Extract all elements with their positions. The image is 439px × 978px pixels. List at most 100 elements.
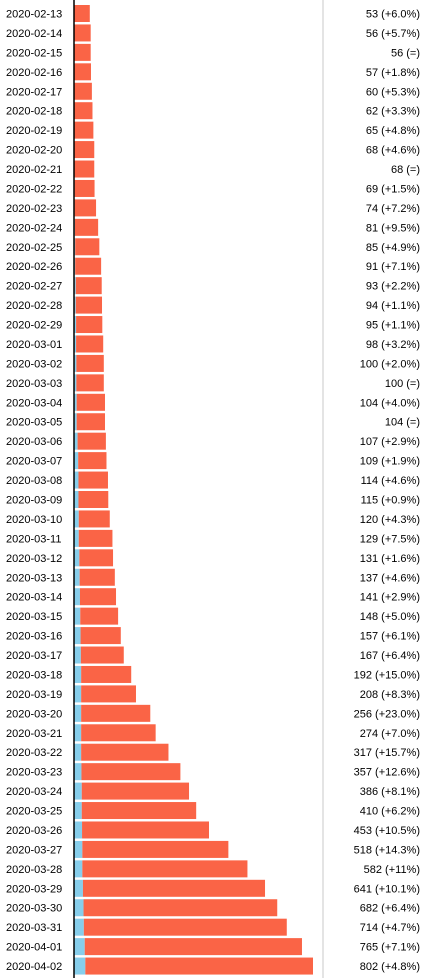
value-label: 53 (+6.0%): [366, 9, 420, 21]
y-tick-label: 2020-03-11: [6, 533, 61, 545]
bar-segment-a: [74, 277, 76, 295]
bar-segment-a: [74, 588, 80, 606]
bar-segment-a: [74, 335, 77, 353]
y-tick-label: 2020-02-14: [6, 28, 62, 40]
bar-segment-a: [74, 879, 83, 897]
bar-segment-a: [74, 704, 82, 722]
y-tick-label: 2020-03-02: [6, 358, 62, 370]
bar-segment-a: [74, 471, 79, 489]
bar-segment-b: [74, 141, 95, 159]
y-tick-label: 2020-02-17: [6, 86, 62, 98]
value-label: 256 (+23.0%): [354, 708, 420, 720]
bar-segment-b: [82, 860, 248, 878]
bar-segment-a: [74, 763, 82, 781]
value-label: 802 (+4.8%): [360, 961, 420, 973]
bar-segment-b: [78, 510, 110, 528]
y-tick-label: 2020-03-15: [6, 611, 62, 623]
bar-segment-a: [74, 938, 85, 956]
value-label: 157 (+6.1%): [360, 631, 420, 643]
y-tick-label: 2020-02-19: [6, 125, 62, 137]
value-label: 68 (=): [391, 164, 420, 176]
y-tick-label: 2020-03-07: [6, 456, 62, 468]
y-tick-label: 2020-03-04: [6, 397, 62, 409]
bar-segment-b: [74, 102, 93, 120]
bar-segment-a: [74, 607, 81, 625]
bar-segment-b: [78, 529, 113, 547]
bar-segment-a: [74, 529, 79, 547]
bar-segment-a: [74, 724, 82, 742]
value-label: 141 (+2.9%): [360, 592, 420, 604]
value-label: 518 (+14.3%): [354, 844, 420, 856]
bar-segment-a: [74, 821, 83, 839]
value-label: 115 (+0.9%): [361, 495, 420, 507]
bar-segment-b: [81, 782, 190, 800]
bar-segment-b: [76, 354, 104, 372]
value-label: 357 (+12.6%): [354, 767, 420, 779]
value-label: 104 (=): [385, 417, 420, 429]
y-tick-label: 2020-03-25: [6, 806, 62, 818]
bar-segment-b: [81, 763, 181, 781]
y-tick-label: 2020-03-16: [6, 631, 62, 643]
y-tick-label: 2020-02-18: [6, 106, 62, 118]
bar-segment-b: [85, 957, 313, 975]
bar-segment-b: [75, 257, 102, 275]
bar-segment-a: [74, 413, 77, 431]
y-tick-label: 2020-02-24: [6, 222, 62, 234]
y-tick-label: 2020-03-18: [6, 669, 62, 681]
bar-segment-b: [82, 879, 266, 897]
bar-segment-b: [81, 685, 136, 703]
value-label: 192 (+15.0%): [354, 669, 420, 681]
y-tick-label: 2020-02-26: [6, 261, 62, 273]
value-label: 765 (+7.1%): [360, 942, 420, 954]
bar-segment-b: [74, 199, 97, 217]
bar-segment-b: [83, 918, 287, 936]
bar-segment-a: [74, 452, 79, 470]
bar-segment-b: [76, 374, 104, 392]
y-tick-label: 2020-02-21: [6, 164, 62, 176]
bar-segment-b: [83, 899, 278, 917]
y-tick-label: 2020-03-05: [6, 417, 62, 429]
bar-segment-b: [76, 413, 105, 431]
y-tick-label: 2020-03-01: [6, 339, 62, 351]
y-tick-label: 2020-02-15: [6, 47, 62, 59]
value-label: 137 (+4.6%): [360, 572, 420, 584]
bar-segment-b: [81, 704, 151, 722]
bar-segment-b: [79, 568, 115, 586]
value-label: 208 (+8.3%): [360, 689, 420, 701]
y-tick-label: 2020-03-24: [6, 786, 62, 798]
bar-segment-b: [74, 82, 92, 100]
value-label: 682 (+6.4%): [360, 903, 420, 915]
bar-segment-b: [80, 607, 119, 625]
y-tick-label: 2020-04-01: [6, 942, 62, 954]
y-tick-label: 2020-03-26: [6, 825, 62, 837]
value-label: 74 (+7.2%): [366, 203, 420, 215]
value-label: 129 (+7.5%): [360, 533, 420, 545]
y-tick-label: 2020-03-17: [6, 650, 62, 662]
bar-segment-b: [82, 840, 229, 858]
bar-segment-b: [75, 277, 102, 295]
y-tick-label: 2020-02-16: [6, 67, 62, 79]
bar-segment-b: [84, 938, 302, 956]
y-tick-label: 2020-04-02: [6, 961, 62, 973]
y-tick-label: 2020-02-22: [6, 183, 62, 195]
bar-segment-b: [76, 335, 104, 353]
bar-segment-b: [79, 588, 117, 606]
y-tick-label: 2020-02-25: [6, 242, 62, 254]
value-label: 100 (+2.0%): [360, 358, 420, 370]
y-tick-label: 2020-02-29: [6, 320, 62, 332]
value-label: 107 (+2.9%): [360, 436, 420, 448]
bar-segment-a: [74, 957, 86, 975]
bar-segment-b: [77, 432, 106, 450]
value-label: 81 (+9.5%): [366, 222, 420, 234]
value-label: 641 (+10.1%): [354, 883, 420, 895]
value-label: 410 (+6.2%): [360, 806, 420, 818]
value-label: 65 (+4.8%): [366, 125, 420, 137]
bar-segment-a: [74, 782, 82, 800]
y-tick-label: 2020-02-28: [6, 300, 62, 312]
bar-segment-a: [74, 510, 79, 528]
bar-segment-b: [79, 549, 114, 567]
value-label: 114 (+4.6%): [361, 475, 420, 487]
bar-segment-b: [76, 393, 105, 411]
bar-segment-a: [74, 374, 77, 392]
